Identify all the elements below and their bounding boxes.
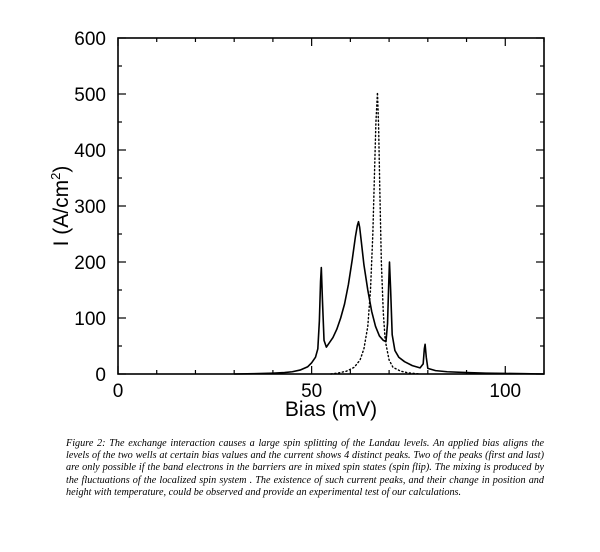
figure-caption: Figure 2: The exchange interaction cause… (66, 438, 544, 498)
y-axis-title: I (A/cm2) (48, 166, 73, 247)
y-tick-label: 600 (74, 29, 106, 50)
y-axis-title-close: ) (50, 166, 73, 173)
y-axis-title-main: I (A/cm (50, 180, 73, 247)
y-axis-tick-labels: 0 100 200 300 400 500 600 (74, 29, 106, 386)
x-axis-tick-labels: 0 50 100 (113, 381, 521, 402)
y-axis-title-superscript: 2 (48, 173, 63, 180)
y-tick-label: 300 (74, 197, 106, 218)
series-line-dotted (330, 91, 421, 375)
y-tick-label: 400 (74, 141, 106, 162)
x-axis-title: Bias (mV) (285, 398, 377, 421)
x-tick-label: 0 (113, 381, 124, 402)
x-tick-label: 50 (301, 381, 322, 402)
y-tick-label: 100 (74, 309, 106, 330)
chart: 0 100 200 300 400 500 600 0 50 100 Bias (mV) I (… (48, 29, 545, 421)
x-tick-label: 100 (489, 381, 521, 402)
y-axis-ticks (118, 37, 544, 375)
plot-frame (117, 37, 545, 375)
y-tick-label: 500 (74, 85, 106, 106)
y-tick-label: 200 (74, 253, 106, 274)
series-line-solid (234, 220, 545, 375)
x-axis-ticks (117, 38, 545, 374)
y-tick-label: 0 (95, 365, 106, 386)
series-layer (234, 91, 545, 375)
